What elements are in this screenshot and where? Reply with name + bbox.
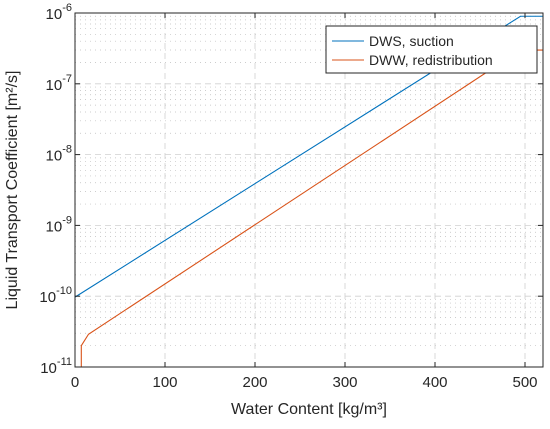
series-line-1	[74, 15, 543, 298]
y-tick-label: 10-9	[46, 214, 72, 235]
y-tick-label: 10-7	[46, 73, 72, 94]
y-tick-label: 10-10	[39, 285, 72, 306]
x-tick-label: 500	[512, 374, 537, 391]
x-tick-label: 400	[422, 374, 447, 391]
legend-label-2: DWW, redistribution	[369, 52, 493, 68]
x-tick-label: 100	[152, 374, 177, 391]
legend-box	[325, 25, 538, 74]
axes-frame	[74, 12, 544, 368]
x-tick-label: 200	[242, 374, 267, 391]
y-axis-label: Liquid Transport Coefficient [m²/s]	[4, 71, 21, 310]
x-tick-label: 300	[332, 374, 357, 391]
tick-labels: 0 100 200 300 400 500 10-11 10-10 10-9 10-8 10-7 10…	[39, 2, 537, 391]
ticks	[74, 12, 543, 368]
legend: DWS, suction DWW, redistribution	[325, 25, 538, 74]
legend-label-1: DWS, suction	[369, 33, 454, 49]
y-tick-label: 10-6	[46, 2, 72, 23]
x-axis-label: Water Content [kg/m³]	[231, 401, 387, 418]
y-tick-label: 10-11	[40, 356, 72, 377]
x-tick-label: 0	[71, 374, 79, 391]
y-tick-label: 10-8	[46, 144, 72, 165]
